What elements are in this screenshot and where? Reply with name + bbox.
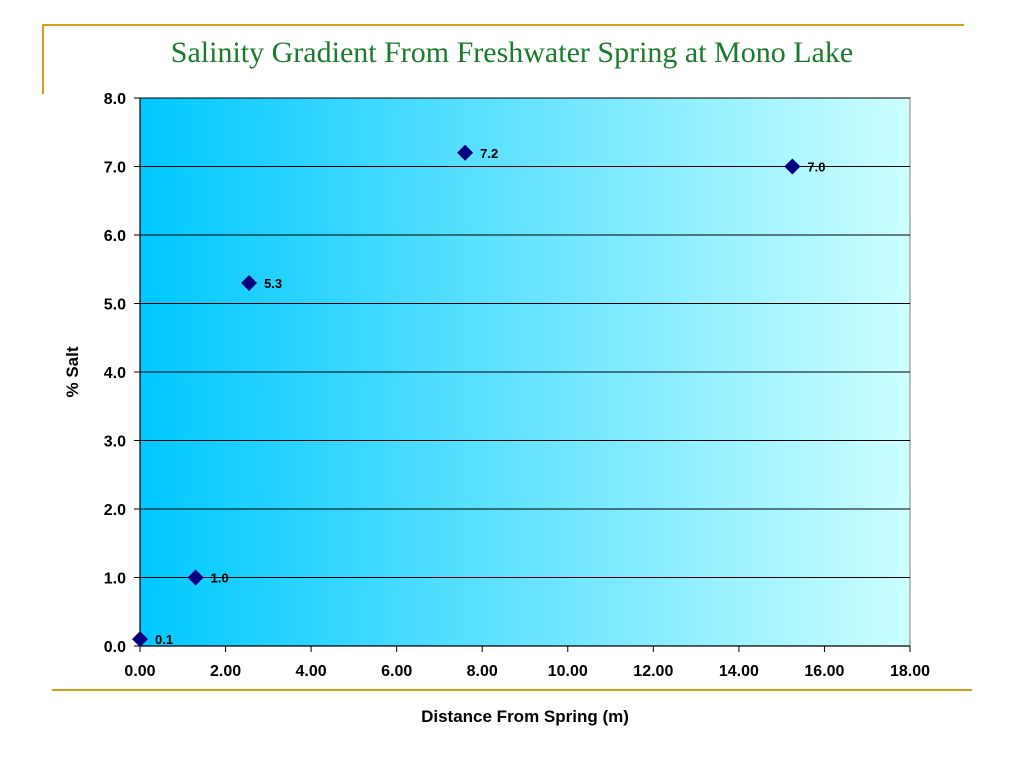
data-points — [132, 144, 801, 648]
y-tick-label: 3.0 — [104, 434, 126, 451]
y-tick-label: 7.0 — [104, 160, 126, 177]
y-tick-label: 4.0 — [104, 365, 126, 382]
y-tick-label: 6.0 — [104, 228, 126, 245]
x-tick-labels: 0.00 2.00 4.00 6.00 8.00 10.00 12.00 14.00 16.00… — [124, 663, 930, 680]
data-label: 0.1 — [155, 632, 173, 647]
y-tick-labels: 0.0 1.0 2.0 3.0 4.0 5.0 6.0 7.0 8.0 — [104, 91, 126, 656]
y-tick-label: 8.0 — [104, 91, 126, 108]
data-point — [132, 631, 148, 648]
axes — [134, 97, 911, 652]
data-point — [241, 274, 258, 291]
x-tick-label: 12.00 — [633, 663, 673, 680]
x-tick-label: 10.00 — [548, 663, 588, 680]
x-axis-title: Distance From Spring (m) — [421, 707, 629, 726]
data-label: 7.0 — [807, 160, 825, 175]
x-tick-label: 6.00 — [381, 663, 412, 680]
data-point — [784, 158, 801, 175]
x-tick-label: 8.00 — [467, 663, 498, 680]
left-rule — [42, 24, 44, 94]
x-tick-label: 2.00 — [210, 663, 241, 680]
data-point — [187, 569, 204, 586]
data-label: 5.3 — [264, 276, 282, 291]
x-tick-label: 18.00 — [890, 663, 930, 680]
slide-title: Salinity Gradient From Freshwater Spring… — [170, 36, 854, 69]
y-tick-label: 1.0 — [104, 571, 126, 588]
x-tick-label: 4.00 — [296, 663, 327, 680]
data-label: 7.2 — [480, 146, 498, 161]
y-tick-label: 2.0 — [104, 502, 126, 519]
data-label: 1.0 — [211, 571, 229, 586]
x-tick-label: 14.00 — [719, 663, 759, 680]
top-rule — [42, 24, 964, 26]
data-point — [457, 144, 474, 161]
y-tick-label: 0.0 — [104, 639, 126, 656]
y-tick-label: 5.0 — [104, 297, 126, 314]
data-labels: 0.1 1.0 5.3 7.2 7.0 — [155, 146, 825, 647]
y-axis-title: % Salt — [63, 346, 82, 397]
bottom-rule — [52, 689, 972, 691]
gridlines — [140, 97, 910, 578]
x-tick-label: 0.00 — [124, 663, 155, 680]
x-tick-label: 16.00 — [804, 663, 844, 680]
